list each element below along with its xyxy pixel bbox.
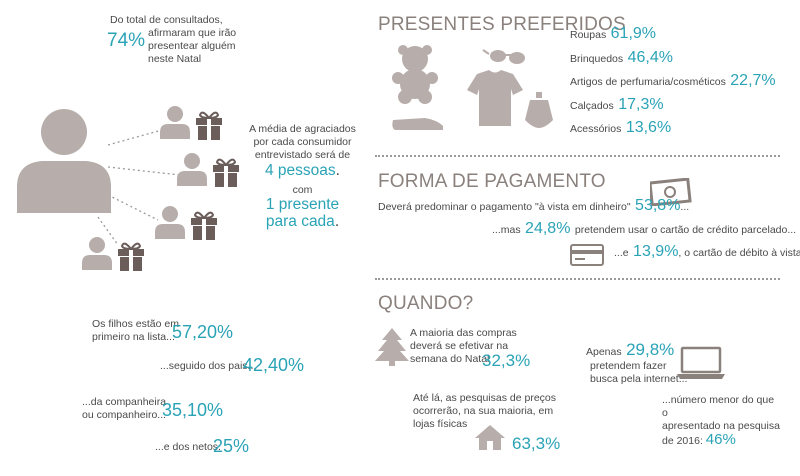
when-block2-text: Até lá, as pesquisas de preços ocorrerão…: [413, 392, 557, 430]
gift-item-cosmetics: Artigos de perfumaria/cosméticos 22,7%: [570, 72, 776, 89]
shoe-icon: [392, 118, 443, 130]
average-highlight-persons: 4 pessoas.: [265, 162, 340, 179]
when-block1-text: A maioria das compras deverá se efetivar…: [410, 327, 517, 365]
relation-children-text: Os filhos estão em primeiro na lista...: [92, 318, 179, 343]
average-line1: A média de agraciados: [249, 123, 356, 135]
divider-1: [375, 155, 780, 157]
when-block2-pct: 63,3%: [512, 434, 561, 453]
tshirt-icon: [467, 70, 523, 126]
when-heading: QUANDO?: [378, 293, 474, 314]
consulted-text: afirmaram que irão presentear alguém nes…: [148, 27, 258, 66]
payment-line3: ...e 13,9%, o cartão de débito à vista.: [614, 243, 800, 260]
person-gift-icon-3: [155, 206, 217, 240]
gifts-list: Roupas 61,9% Brinquedos 46,4% Artigos de…: [570, 22, 776, 140]
person-gift-icon-2: [177, 153, 239, 187]
gift-items-illustration: [392, 45, 553, 130]
payment-line2: ...mas 24,8% pretendem usar o cartão de …: [492, 220, 797, 237]
consulted-line2: afirmaram que irão: [148, 27, 237, 39]
person-gift-icon-1: [160, 106, 222, 140]
relation-partner-pct: 35,10%: [162, 400, 224, 420]
person-gift-icon-4: [82, 237, 144, 271]
consulted-percent: 74%: [107, 30, 146, 51]
divider-2: [375, 278, 780, 280]
gift-item-shoes: Calçados 17,3%: [570, 95, 664, 113]
credit-card-icon: [570, 244, 604, 266]
relation-parents-pct: 42,40%: [243, 355, 305, 375]
consulted-line3: presentear alguém: [148, 40, 236, 52]
average-with: com: [292, 184, 313, 196]
payment-heading: FORMA DE PAGAMENTO: [378, 171, 606, 192]
relation-grandchildren-text: ...e dos netos.: [155, 441, 221, 453]
average-text: A média de agraciados por cada consumido…: [245, 123, 360, 162]
when-block4-pct: 46%: [705, 431, 736, 448]
when-block3-text: pretendem fazer busca pela internet...: [590, 360, 688, 385]
payment-line1: Deverá predominar o pagamento "à vista e…: [378, 197, 690, 214]
average-line3: entrevistado será de: [254, 149, 351, 161]
relation-partner-text: ...da companheira ou companheiro...: [82, 396, 167, 421]
gift-item-clothes: Roupas 61,9%: [570, 25, 657, 42]
house-icon: [475, 425, 505, 450]
teddy-bear-icon: [392, 45, 438, 104]
when-block1-pct: 32,3%: [482, 351, 531, 370]
gift-item-accessories: Acessórios 13,6%: [570, 119, 672, 136]
when-block4-text: ...número menor do que o apresentado na …: [662, 394, 780, 448]
relation-children-pct: 57,20%: [172, 322, 234, 342]
relation-grandchildren-pct: 25%: [213, 436, 250, 456]
gift-item-toys: Brinquedos 46,4%: [570, 48, 673, 66]
average-highlight-gift: 1 presente para cada.: [265, 196, 340, 230]
cash-icon: [650, 178, 692, 206]
gifts-heading: PRESENTES PREFERIDOS: [378, 14, 626, 35]
perfume-icon: [525, 92, 553, 128]
average-line2: por cada consumidor: [253, 136, 352, 148]
sunglasses-icon: [482, 49, 525, 64]
consulted-line4: neste Natal: [148, 53, 202, 65]
when-block3-line1: Apenas 29,8%: [586, 340, 675, 359]
big-person-icon: [17, 109, 111, 213]
christmas-tree-icon: [375, 328, 409, 366]
laptop-icon: [677, 346, 725, 379]
people-network-illustration: [17, 109, 181, 246]
consulted-line1: Do total de consultados,: [110, 14, 223, 26]
relation-parents-text: ...seguido dos pais...: [160, 360, 257, 372]
